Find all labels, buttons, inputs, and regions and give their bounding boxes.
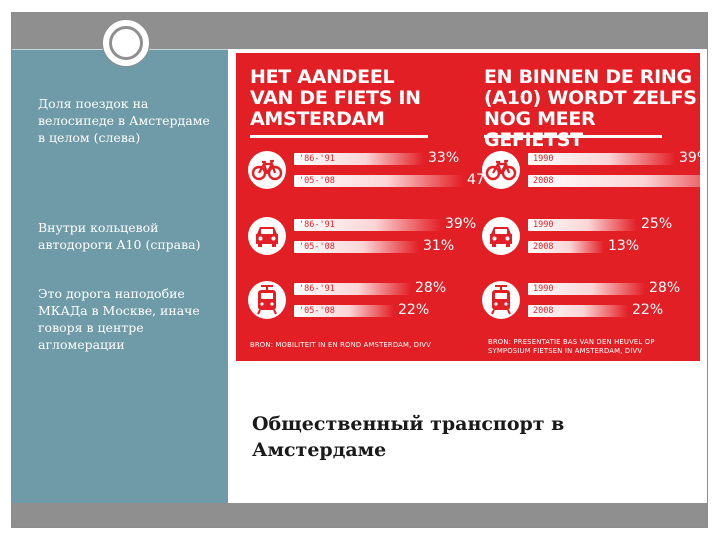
period-label: '05-'08 (299, 306, 335, 316)
ring-ornament-icon (102, 19, 150, 67)
percentage-value: 39% (445, 216, 477, 232)
sidebar: Доля поездок на велосипеде в Амстердаме … (12, 49, 228, 503)
left-heading: HET AANDEEL VAN DE FIETS IN AMSTERDAM (250, 66, 421, 130)
period-label: 2008 (533, 176, 554, 186)
share-bar (294, 305, 394, 317)
share-bar (294, 153, 424, 165)
period-label: 1990 (533, 220, 554, 230)
infographic: HET AANDEEL VAN DE FIETS IN AMSTERDAM EN… (236, 53, 700, 361)
share-bar (528, 305, 628, 317)
percentage-value: 22% (398, 302, 430, 318)
bottom-bar (12, 503, 707, 527)
sidebar-note-2: Внутри кольцевой автодороги A10 (справа) (38, 220, 201, 252)
share-bar (294, 241, 419, 253)
period-label: '86-'91 (299, 284, 335, 294)
bicycle-icon (248, 151, 286, 189)
percentage-value: 13% (608, 238, 640, 254)
share-bar (294, 175, 463, 187)
car-icon (248, 217, 286, 255)
percentage-value: 39% (679, 150, 700, 166)
share-bar (294, 219, 441, 231)
share-bar (528, 241, 604, 253)
period-label: 1990 (533, 154, 554, 164)
left-source: BRON: MOBILITEIT IN EN ROND AMSTERDAM, D… (250, 341, 432, 349)
percentage-value: 33% (428, 150, 460, 166)
tram-icon (482, 281, 520, 319)
percentage-value: 28% (415, 280, 447, 296)
bicycle-icon (482, 151, 520, 189)
percentage-value: 22% (632, 302, 664, 318)
slide: Доля поездок на велосипеде в Амстердаме … (11, 12, 708, 528)
share-bar (528, 175, 700, 187)
header-divider (12, 49, 707, 50)
sidebar-note-1: Доля поездок на велосипеде в Амстердаме … (38, 96, 210, 145)
period-label: '86-'91 (299, 220, 335, 230)
share-bar (528, 153, 675, 165)
share-bar (528, 219, 637, 231)
right-heading-rule (484, 135, 662, 138)
percentage-value: 31% (423, 238, 455, 254)
period-label: 2008 (533, 242, 554, 252)
period-label: '05-'08 (299, 176, 335, 186)
period-label: '86-'91 (299, 154, 335, 164)
period-label: '05-'08 (299, 242, 335, 252)
right-source: BRON: PRESENTATIE BAS VAN DEN HEUVEL OP … (488, 338, 655, 355)
sidebar-note-3: Это дорога наподобие МКАДа в Москве, ина… (38, 286, 200, 352)
period-label: 1990 (533, 284, 554, 294)
share-bar (528, 283, 645, 295)
share-bar (294, 283, 411, 295)
car-icon (482, 217, 520, 255)
left-heading-rule (250, 135, 428, 138)
period-label: 2008 (533, 306, 554, 316)
percentage-value: 28% (649, 280, 681, 296)
percentage-value: 25% (641, 216, 673, 232)
tram-icon (248, 281, 286, 319)
slide-title: Общественный транспорт в Амстердаме (252, 413, 565, 461)
right-heading: EN BINNEN DE RING (A10) WORDT ZELFS NOG … (484, 66, 697, 151)
